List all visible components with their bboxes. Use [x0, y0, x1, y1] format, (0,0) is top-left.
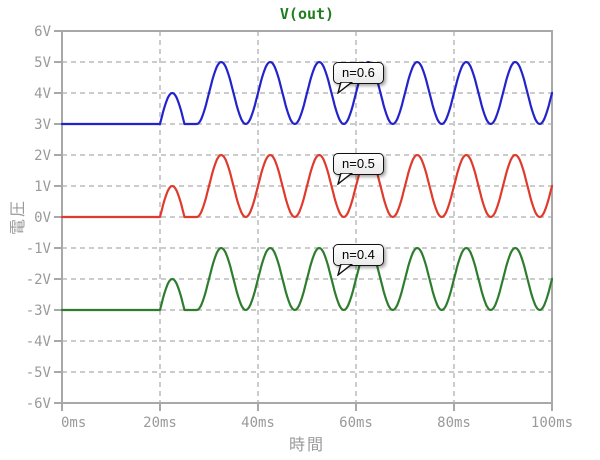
x-tick-label: 0ms	[61, 415, 86, 431]
annotation-callout-n-0.6[interactable]: n=0.6	[333, 62, 384, 94]
x-axis-label: 時間	[288, 435, 325, 454]
y-tick-label: -1V	[26, 241, 52, 257]
y-tick-label: -2V	[26, 272, 52, 288]
y-tick-label: 5V	[34, 55, 51, 71]
curve-n=0.6	[60, 61, 554, 126]
y-tick-label: 1V	[34, 179, 51, 195]
y-tick-label: -6V	[26, 396, 52, 412]
x-tick-label: 20ms	[143, 415, 177, 431]
x-tick-label: 40ms	[241, 415, 275, 431]
y-tick-label: 4V	[34, 86, 51, 102]
annotation-label: n=0.6	[342, 65, 375, 80]
y-tick-label: 0V	[34, 210, 51, 226]
curve-n=0.4	[60, 247, 554, 312]
y-tick-label: -4V	[26, 334, 52, 350]
annotation-label: n=0.5	[342, 156, 375, 171]
x-tick-label: 80ms	[437, 415, 471, 431]
y-tick-label: 3V	[34, 117, 51, 133]
annotation-label: n=0.4	[342, 247, 375, 262]
x-tick-label: 60ms	[339, 415, 373, 431]
x-tick-label: 100ms	[531, 415, 573, 431]
chart-title: V(out)	[279, 5, 335, 23]
y-axis-label: 電圧	[8, 198, 27, 236]
curve-n=0.5	[60, 154, 554, 219]
y-tick-label: 2V	[34, 148, 51, 164]
annotation-callout-n-0.4[interactable]: n=0.4	[333, 244, 384, 276]
callout-tail-icon	[337, 173, 353, 185]
y-tick-label: 6V	[34, 24, 51, 40]
y-tick-label: -5V	[26, 365, 52, 381]
callout-tail-icon	[337, 264, 353, 276]
y-tick-label: -3V	[26, 303, 52, 319]
callout-tail-icon	[337, 82, 353, 94]
annotation-callout-n-0.5[interactable]: n=0.5	[333, 153, 384, 185]
